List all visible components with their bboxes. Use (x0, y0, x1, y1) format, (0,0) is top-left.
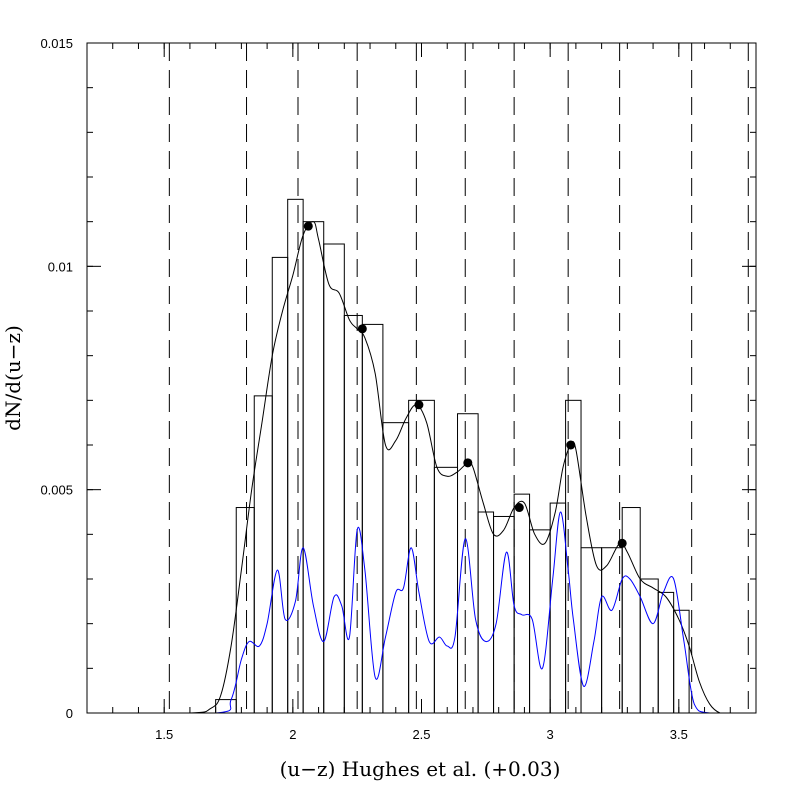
major-ticks (87, 42, 756, 714)
y-tick-label: 0.01 (48, 259, 73, 274)
histogram-bar (493, 515, 515, 714)
histogram-bar (433, 466, 459, 714)
histogram (215, 198, 690, 714)
histogram-bar (253, 395, 273, 714)
y-tick-label: 0 (66, 706, 73, 721)
black-density-curve (87, 221, 756, 714)
x-tick-labels: 1.5 2 2.5 3 3.5 (155, 727, 688, 742)
x-tick-label: 2 (289, 727, 296, 742)
x-axis-title: (u−z) Hughes et al. (+0.03) (280, 757, 561, 781)
y-tick-label: 0.005 (40, 483, 73, 498)
histogram-bar (302, 221, 325, 714)
curves (87, 221, 756, 714)
y-tick-labels: 0 0.005 0.01 0.015 (40, 36, 73, 721)
dashed-vertical-lines (168, 43, 749, 713)
data-point-marker (357, 324, 367, 334)
data-point-marker (463, 458, 473, 468)
plot-frame (86, 42, 757, 714)
histogram-bar (580, 547, 603, 714)
markers (303, 221, 627, 548)
histogram-bar (271, 256, 289, 714)
x-tick-label: 3.5 (670, 727, 688, 742)
data-point-marker (617, 538, 627, 548)
histogram-bar (323, 243, 345, 714)
data-point-marker (514, 503, 524, 513)
histogram-bar (343, 314, 363, 714)
histogram-bar (621, 507, 641, 714)
y-axis-title: dN/d(u−z) (1, 325, 25, 431)
x-tick-label: 1.5 (155, 727, 173, 742)
histogram-bar (287, 198, 304, 714)
data-point-marker (303, 221, 313, 231)
histogram-bar (382, 422, 410, 714)
histogram-bar (657, 591, 675, 714)
histogram-bar (513, 493, 531, 714)
data-point-marker (414, 400, 424, 410)
minor-ticks (86, 42, 757, 714)
histogram-bar (477, 511, 495, 714)
histogram-bar (639, 578, 659, 714)
blue-density-curve (87, 511, 756, 714)
x-tick-label: 2.5 (412, 727, 430, 742)
data-point-marker (566, 440, 576, 450)
histogram-bar (549, 502, 567, 714)
histogram-bar (408, 399, 435, 714)
x-tick-label: 3 (547, 727, 554, 742)
histogram-bar (601, 547, 623, 714)
y-tick-label: 0.015 (40, 36, 73, 51)
